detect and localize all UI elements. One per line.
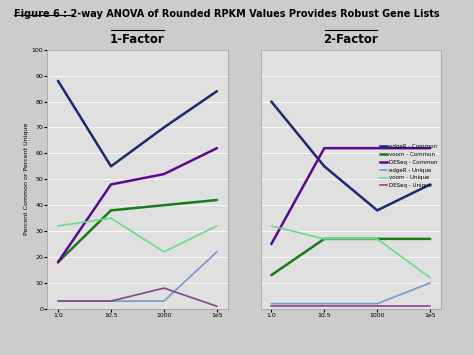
Y-axis label: Percent Common or Percent Unique: Percent Common or Percent Unique (24, 123, 29, 235)
Legend: edgeR - Common, voom - Common, DESeq - Common, edgeR - Unique, voom - Unique, DE: edgeR - Common, voom - Common, DESeq - C… (380, 144, 438, 189)
Title: 2-Factor: 2-Factor (323, 33, 378, 46)
Title: 1-Factor: 1-Factor (110, 33, 165, 46)
Text: Figure 6 : 2-way ANOVA of Rounded RPKM Values Provides Robust Gene Lists: Figure 6 : 2-way ANOVA of Rounded RPKM V… (14, 9, 440, 19)
